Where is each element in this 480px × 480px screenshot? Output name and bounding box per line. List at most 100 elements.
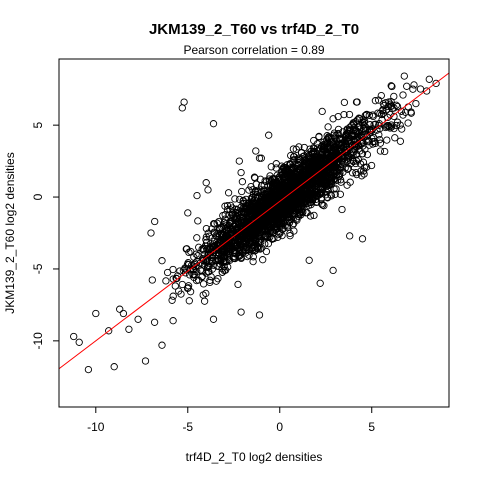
data-point	[105, 327, 113, 335]
x-axis-label: trf4D_2_T0 log2 densities	[186, 450, 323, 464]
data-point	[376, 139, 385, 147]
data-point	[305, 256, 313, 264]
data-point	[330, 152, 338, 160]
data-point	[205, 262, 213, 270]
data-point	[292, 145, 300, 153]
data-point	[194, 252, 202, 260]
data-point	[84, 365, 93, 374]
data-point	[315, 132, 323, 141]
data-point	[229, 210, 237, 218]
data-point	[172, 274, 180, 282]
data-point	[353, 98, 361, 106]
data-point	[328, 165, 336, 174]
data-point	[432, 79, 440, 88]
data-point	[235, 252, 243, 261]
data-point	[400, 72, 408, 80]
data-point	[230, 249, 238, 257]
data-point	[305, 189, 313, 197]
data-point	[287, 202, 295, 210]
data-point	[257, 154, 265, 162]
data-point	[310, 190, 319, 199]
data-point	[231, 195, 239, 203]
data-point	[286, 232, 294, 240]
data-point	[218, 268, 227, 276]
data-point	[258, 244, 266, 252]
data-point	[425, 75, 433, 83]
data-point	[362, 163, 371, 171]
data-point	[297, 189, 305, 198]
data-point	[193, 234, 201, 242]
data-point	[355, 114, 363, 122]
data-point	[331, 156, 339, 165]
data-point	[158, 341, 166, 349]
data-point	[342, 133, 350, 141]
data-point	[338, 205, 346, 214]
data-point	[251, 202, 259, 211]
data-point	[423, 87, 431, 95]
data-point	[381, 123, 390, 132]
data-point	[194, 217, 202, 225]
data-point	[184, 209, 192, 217]
data-point	[222, 258, 231, 266]
data-point	[324, 186, 332, 194]
data-point	[299, 161, 307, 169]
data-point	[277, 220, 286, 228]
data-point	[192, 250, 200, 258]
data-point	[309, 148, 318, 156]
data-point	[276, 228, 284, 236]
x-tick-label: -10	[87, 420, 105, 434]
data-point	[260, 198, 268, 206]
data-point	[361, 111, 369, 120]
data-point	[203, 245, 211, 254]
data-point	[266, 203, 275, 211]
data-point	[228, 225, 237, 233]
data-point	[215, 217, 223, 226]
data-point	[232, 205, 241, 213]
data-point	[251, 174, 259, 182]
data-point	[274, 208, 283, 216]
data-point	[116, 305, 124, 313]
data-point	[119, 309, 128, 318]
data-point	[340, 98, 349, 107]
chart-subtitle: Pearson correlation = 0.89	[183, 43, 324, 57]
data-point	[302, 160, 310, 169]
data-point	[297, 200, 306, 208]
data-point	[241, 246, 249, 254]
data-point	[224, 189, 233, 197]
data-point	[206, 259, 214, 267]
data-point	[345, 110, 354, 119]
data-point	[310, 169, 319, 177]
data-point	[359, 115, 367, 124]
data-point	[259, 256, 267, 264]
data-point	[281, 203, 289, 212]
data-point	[391, 134, 399, 142]
data-point	[204, 186, 212, 194]
data-point	[239, 196, 247, 205]
data-point	[332, 185, 340, 193]
data-point	[255, 154, 264, 162]
data-point	[346, 178, 354, 186]
data-point	[287, 216, 296, 224]
data-point	[287, 182, 296, 191]
y-axis-label: JKM139_2_T60 log2 densities	[3, 152, 17, 313]
data-point	[366, 121, 374, 129]
data-point	[236, 251, 245, 259]
data-point	[218, 245, 227, 254]
data-point	[403, 82, 411, 90]
data-point	[268, 183, 276, 191]
x-tick-label: 0	[276, 420, 283, 434]
data-point	[271, 194, 279, 202]
data-point	[92, 309, 100, 318]
data-point	[388, 104, 397, 113]
data-point	[335, 152, 343, 160]
data-point	[183, 245, 191, 253]
data-point	[316, 279, 324, 287]
data-point	[199, 280, 208, 288]
data-point	[257, 195, 266, 203]
data-point	[239, 199, 247, 207]
data-point	[243, 252, 251, 261]
data-point	[171, 282, 179, 290]
data-point	[237, 308, 245, 316]
data-point	[245, 228, 254, 237]
